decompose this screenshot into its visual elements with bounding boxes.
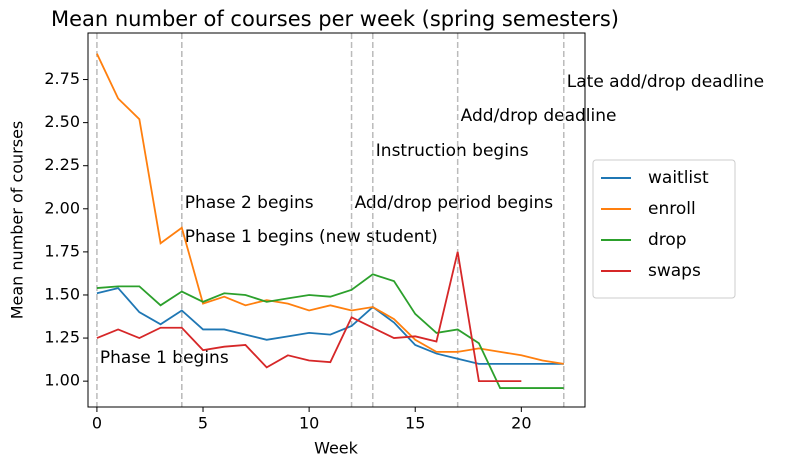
x-tick-label: 15	[405, 414, 425, 433]
y-tick-label: 1.25	[44, 328, 80, 347]
y-tick-label: 1.50	[44, 284, 80, 303]
event-label: Phase 1 begins	[100, 348, 229, 368]
event-label: Add/drop period begins	[355, 193, 554, 213]
event-label: Add/drop deadline	[461, 106, 617, 126]
y-tick-label: 2.50	[44, 112, 80, 131]
line-series	[96, 251, 522, 383]
legend-label: waitlist	[648, 168, 709, 188]
y-axis-label: Mean number of courses	[8, 121, 27, 320]
line-series	[96, 287, 564, 365]
x-tick-label: 20	[511, 414, 531, 433]
line-series	[96, 53, 564, 365]
y-tick-label: 2.75	[44, 69, 80, 88]
x-tick-label: 0	[92, 414, 102, 433]
y-tick-label: 2.25	[44, 155, 80, 174]
legend-label: swaps	[648, 261, 701, 281]
x-tick-label: 10	[299, 414, 319, 433]
y-tick-label: 1.00	[44, 371, 80, 390]
x-tick-label: 5	[198, 414, 208, 433]
plot-frame	[87, 32, 586, 408]
event-label: Instruction begins	[376, 141, 529, 161]
chart-title: Mean number of courses per week (spring …	[51, 7, 619, 31]
event-label: Phase 1 begins (new student)	[185, 227, 438, 247]
line-series	[96, 273, 564, 389]
legend-box	[592, 159, 736, 299]
legend-label: drop	[648, 230, 687, 250]
event-label: Late add/drop deadline	[567, 72, 764, 92]
y-tick-label: 2.00	[44, 198, 80, 217]
x-axis-label: Week	[314, 439, 359, 458]
y-tick-label: 1.75	[44, 241, 80, 260]
legend-label: enroll	[648, 199, 696, 219]
event-label: Phase 2 begins	[185, 193, 314, 213]
